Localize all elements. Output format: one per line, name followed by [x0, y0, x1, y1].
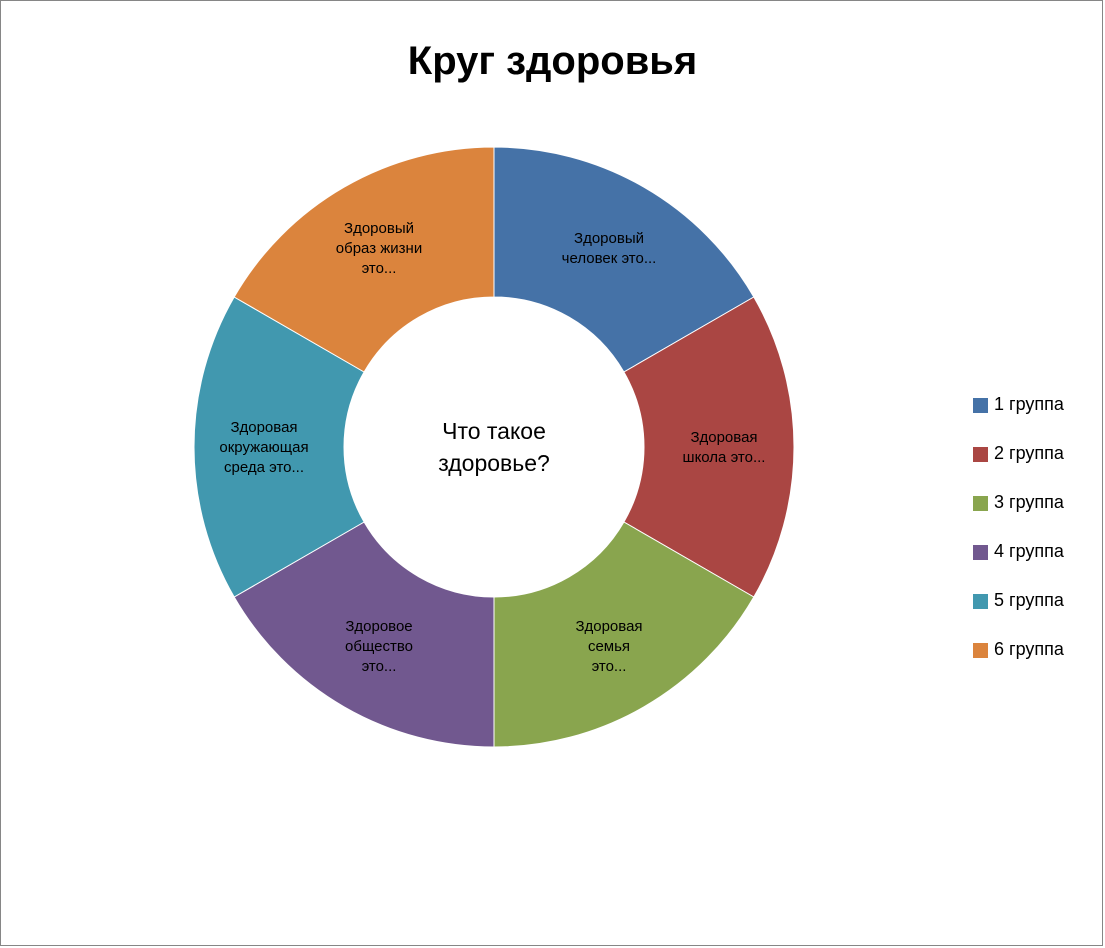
- legend-swatch: [973, 643, 988, 658]
- doughnut-segment-4: [233, 521, 495, 748]
- legend-label: 5 группа: [994, 590, 1064, 610]
- legend-swatch: [973, 496, 988, 511]
- legend-label: 2 группа: [994, 443, 1064, 463]
- legend-swatch: [973, 545, 988, 560]
- legend-label: 1 группа: [994, 394, 1064, 414]
- segment-label-2: Здоровая школа это...: [683, 429, 766, 466]
- doughnut-segment-5: [193, 296, 365, 598]
- segment-label-5: Здоровая окружающая среда это...: [219, 419, 308, 476]
- legend-label: 4 группа: [994, 541, 1064, 561]
- segment-labels: Здоровый человек это... Здоровая школа это.…: [219, 220, 765, 675]
- segment-label-1: Здоровый человек это...: [562, 230, 657, 267]
- segment-label-3: Здоровая семья это...: [575, 618, 642, 675]
- legend-swatch: [973, 398, 988, 413]
- doughnut-segment-1: [493, 146, 755, 373]
- center-label: Что такое здоровье?: [438, 418, 550, 476]
- legend-label: 6 группа: [994, 639, 1064, 659]
- doughnut-segments: [193, 146, 795, 748]
- doughnut-segment-3: [493, 521, 755, 748]
- doughnut-segment-2: [623, 296, 795, 598]
- legend-swatch: [973, 447, 988, 462]
- chart-title: Круг здоровья: [407, 39, 698, 83]
- segment-label-4: Здоровое общество это...: [345, 618, 413, 675]
- doughnut-segment-6: [233, 146, 495, 373]
- segment-label-6: Здоровый образ жизни это...: [336, 220, 422, 277]
- legend-label: 3 группа: [994, 492, 1064, 512]
- legend-swatch: [973, 594, 988, 609]
